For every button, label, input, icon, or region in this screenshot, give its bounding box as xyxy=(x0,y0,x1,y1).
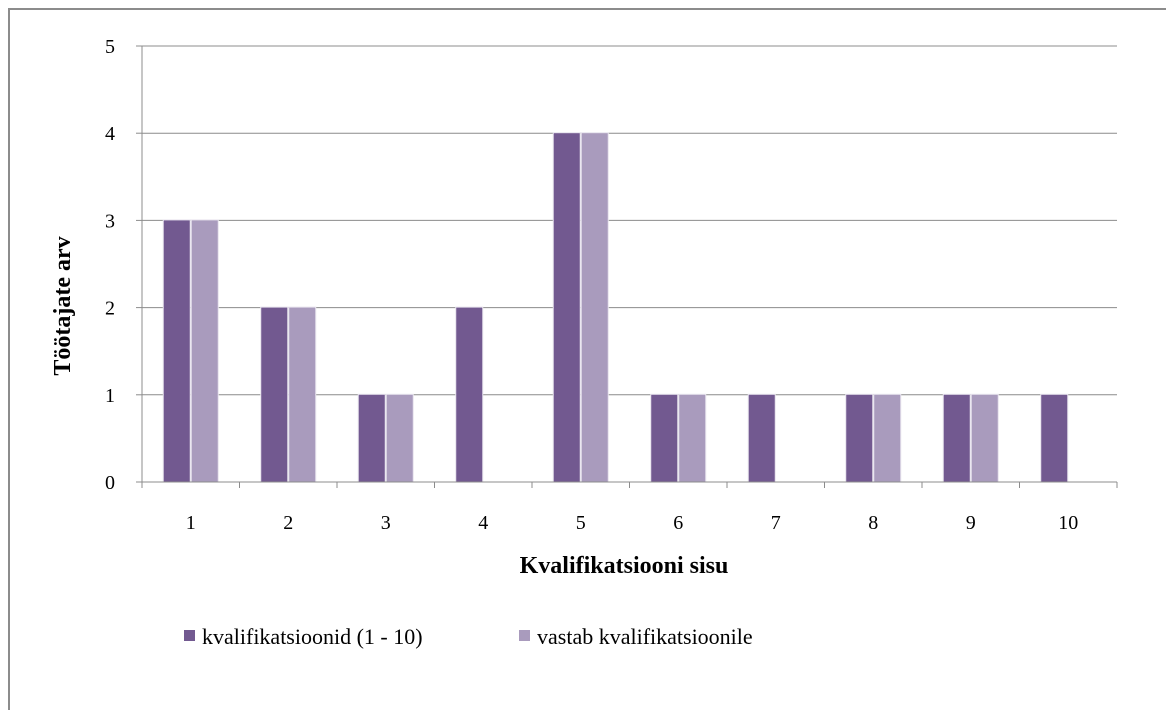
legend-swatch-series-1 xyxy=(184,630,195,641)
x-tick-label: 6 xyxy=(673,512,683,534)
x-tick-label: 3 xyxy=(381,512,391,534)
x-tick-label: 1 xyxy=(186,512,196,534)
y-tick-label: 3 xyxy=(105,210,115,232)
x-tick-label: 4 xyxy=(478,512,488,534)
x-axis-title: Kvalifikatsiooni sisu xyxy=(520,553,729,579)
y-tick-label: 2 xyxy=(105,298,115,320)
x-tick-label: 5 xyxy=(576,512,586,534)
x-tick-label: 10 xyxy=(1058,512,1078,534)
bar-series-1-cat-7 xyxy=(748,394,775,482)
y-axis-ticks: 0 1 2 3 4 5 xyxy=(105,36,142,494)
bar-series-1-cat-5 xyxy=(553,133,580,482)
legend-swatch-series-2 xyxy=(519,630,530,641)
bar-series-2-cat-5 xyxy=(581,133,608,482)
bar-series-1-cat-10 xyxy=(1041,394,1068,482)
y-tick-label: 0 xyxy=(105,472,115,494)
x-axis-ticks: 1 2 3 4 5 6 7 8 9 10 xyxy=(141,482,1118,534)
legend: kvalifikatsioonid (1 - 10) vastab kvalif… xyxy=(184,624,753,649)
bar-series-2-cat-2 xyxy=(289,307,316,482)
chart-frame xyxy=(8,8,1166,710)
bar-series-2-cat-9 xyxy=(971,394,998,482)
bar-series-2-cat-1 xyxy=(191,220,218,482)
bars xyxy=(162,132,1069,482)
x-tick-label: 7 xyxy=(771,512,781,534)
y-tick-label: 5 xyxy=(105,36,115,58)
bar-series-1-cat-8 xyxy=(846,394,873,482)
y-axis-title: Töötajate arv xyxy=(50,236,76,375)
legend-label-series-1: kvalifikatsioonid (1 - 10) xyxy=(202,624,423,649)
bar-series-1-cat-6 xyxy=(651,394,678,482)
bar-series-1-cat-3 xyxy=(358,394,385,482)
y-tick-label: 1 xyxy=(105,385,115,407)
bar-series-1-cat-4 xyxy=(456,307,483,482)
bar-series-2-cat-8 xyxy=(874,394,901,482)
bar-series-1-cat-1 xyxy=(163,220,190,482)
y-tick-label: 4 xyxy=(105,123,115,145)
bar-series-2-cat-6 xyxy=(679,394,706,482)
bar-series-1-cat-2 xyxy=(261,307,288,482)
x-tick-label: 8 xyxy=(868,512,878,534)
bar-series-1-cat-9 xyxy=(943,394,970,482)
legend-label-series-2: vastab kvalifikatsioonile xyxy=(537,624,753,649)
x-tick-label: 2 xyxy=(283,512,293,534)
bar-series-2-cat-3 xyxy=(386,394,413,482)
x-tick-label: 9 xyxy=(966,512,976,534)
